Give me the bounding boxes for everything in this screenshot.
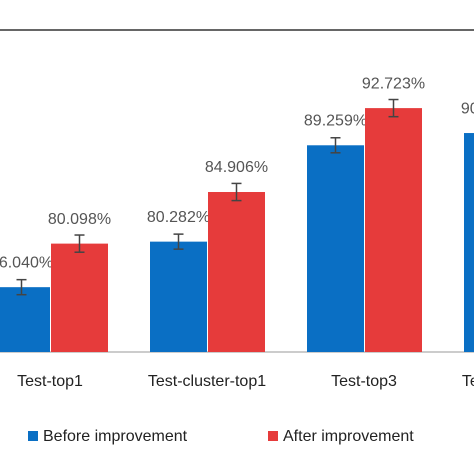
bar xyxy=(307,145,364,352)
data-label: 90.400% xyxy=(461,100,474,117)
error-bar xyxy=(231,182,242,202)
data-label: 76.040% xyxy=(0,254,53,271)
x-tick-label: Test-cluster-top1 xyxy=(148,373,266,390)
legend-swatch xyxy=(28,431,38,441)
legend-swatch xyxy=(268,431,278,441)
data-label: 92.723% xyxy=(362,75,425,92)
legend-label: After improvement xyxy=(283,428,414,445)
bar xyxy=(150,241,207,352)
x-tick-label: Test-top1 xyxy=(17,373,83,390)
bar xyxy=(365,108,422,352)
data-label: 89.259% xyxy=(304,113,367,130)
bar xyxy=(51,243,108,352)
error-bar xyxy=(388,98,399,118)
error-bar xyxy=(16,278,27,296)
bar xyxy=(0,287,50,352)
x-tick-label: Test-cluster-top3 xyxy=(462,373,474,390)
bar xyxy=(464,133,474,352)
error-bar xyxy=(74,234,85,253)
legend-label: Before improvement xyxy=(43,428,188,445)
data-label: 84.906% xyxy=(205,159,268,176)
x-tick-label: Test-top3 xyxy=(331,373,397,390)
error-bar xyxy=(173,233,184,250)
error-bar xyxy=(330,137,341,154)
data-label: 80.282% xyxy=(147,209,210,226)
bar xyxy=(208,192,265,352)
data-label: 80.098% xyxy=(48,211,111,228)
